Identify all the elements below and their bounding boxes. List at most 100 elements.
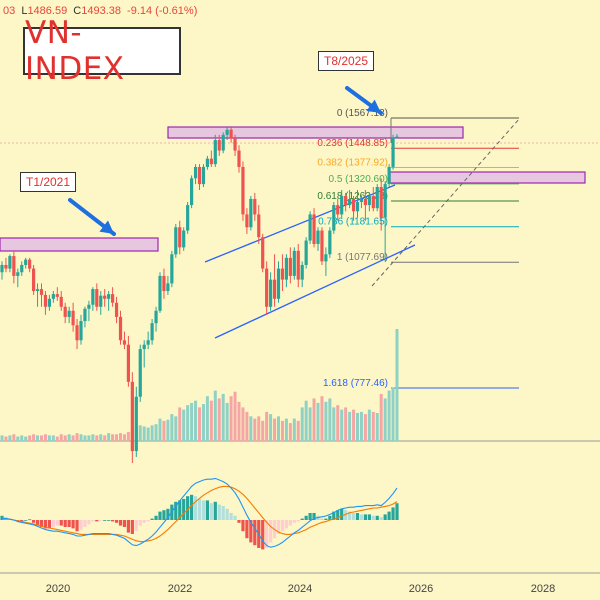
candle-body-3 [12,256,16,276]
candle-body-84 [332,205,336,231]
volume-bar-45 [178,407,182,441]
volume-bar-72 [284,418,288,441]
candle-body-71 [280,268,285,280]
volume-bar-93 [367,409,371,441]
macd-hist-97 [383,514,387,520]
candle-body-48 [190,178,194,206]
zone-2022-top [167,126,464,139]
macd-hist-34 [134,520,138,532]
candle-body-30 [118,316,123,341]
candle-body-53 [209,158,213,165]
candle-body-82 [324,254,328,262]
candle-body-89 [351,198,356,212]
candle-body-38 [150,323,154,341]
macd-hist-59 [233,515,237,520]
macd-hist-63 [249,520,253,543]
volume-bar-59 [233,391,237,441]
candle-body-54 [213,140,217,165]
volume-bar-68 [269,414,273,441]
volume-bar-91 [359,411,363,441]
macd-hist-100 [395,503,399,520]
candle-body-14 [55,294,59,297]
macd-hist-15 [59,520,63,526]
macd-hist-6 [24,520,28,521]
candle-body-57 [225,129,229,135]
macd-hist-38 [150,518,154,520]
candle-body-92 [363,198,367,206]
volume-bar-43 [170,414,174,441]
candle-body-32 [126,344,130,382]
macd-hist-21 [83,520,87,527]
macd-hist-37 [146,520,150,522]
volume-bar-20 [79,434,83,441]
macd-hist-74 [292,520,296,523]
candle-body-23 [91,289,95,305]
macd-hist-31 [122,520,127,527]
volume-bar-56 [221,393,225,441]
volume-bar-76 [300,407,304,441]
macd-hist-26 [103,520,107,521]
volume-bar-66 [261,420,265,441]
macd-hist-75 [296,520,300,522]
volume-bar-8 [32,434,36,441]
candle-body-59 [233,138,237,151]
fib-label-1: 0.236 (1448.85) [317,138,388,149]
volume-bar-79 [312,398,316,441]
volume-bar-26 [103,435,107,441]
volume-bar-2 [8,435,12,441]
volume-bar-67 [265,411,269,441]
candle-body-100 [395,136,399,138]
volume-bar-86 [340,409,344,441]
macd-hist-95 [375,515,379,520]
macd-hist-47 [186,496,190,520]
volume-bar-75 [296,420,300,441]
volume-bar-15 [59,434,63,441]
chart-title-box: VN-INDEX [23,15,181,87]
candle-body-90 [355,201,360,212]
volume-bar-49 [194,400,198,441]
macd-hist-17 [67,520,71,527]
candle-body-5 [20,264,24,273]
candle-body-43 [170,254,174,284]
candle-body-73 [288,257,292,276]
candle-body-40 [158,275,162,311]
x-tick-2026: 2026 [409,583,433,595]
volume-bar-64 [253,418,257,441]
volume-bar-83 [328,398,332,441]
candle-body-35 [138,349,142,397]
candle-body-0 [0,264,4,273]
macd-hist-88 [348,511,352,520]
candle-body-26 [103,295,107,299]
macd-hist-54 [213,501,217,520]
candle-body-2 [8,256,12,269]
candle-body-47 [186,205,190,231]
volume-bar-85 [336,405,340,441]
macd-hist-33 [130,520,134,534]
candle-body-56 [221,134,225,151]
x-tick-2022: 2022 [168,583,192,595]
volume-bar-41 [162,420,166,441]
x-tick-2024: 2024 [288,583,312,595]
candle-body-91 [359,198,364,202]
candle-body-16 [63,306,67,317]
arrow-t8-2025-icon [345,86,383,115]
macd-hist-60 [237,520,241,523]
candle-body-31 [122,340,127,345]
volume-bar-60 [237,401,241,441]
macd-hist-86 [340,508,344,520]
macd-hist-76 [300,518,304,520]
macd-hist-11 [43,520,48,529]
macd-hist-91 [359,514,364,520]
volume-bar-25 [99,434,103,441]
volume-bar-94 [371,411,375,441]
volume-bar-42 [166,419,170,441]
fib-label-3: 0.5 (1320.60) [329,174,389,185]
volume-bar-22 [87,435,91,441]
candle-body-85 [336,205,340,215]
volume-bar-53 [209,400,213,441]
candle-body-33 [130,381,134,452]
volume-bar-35 [138,425,142,441]
candle-body-79 [312,214,316,244]
candle-body-80 [316,230,320,244]
